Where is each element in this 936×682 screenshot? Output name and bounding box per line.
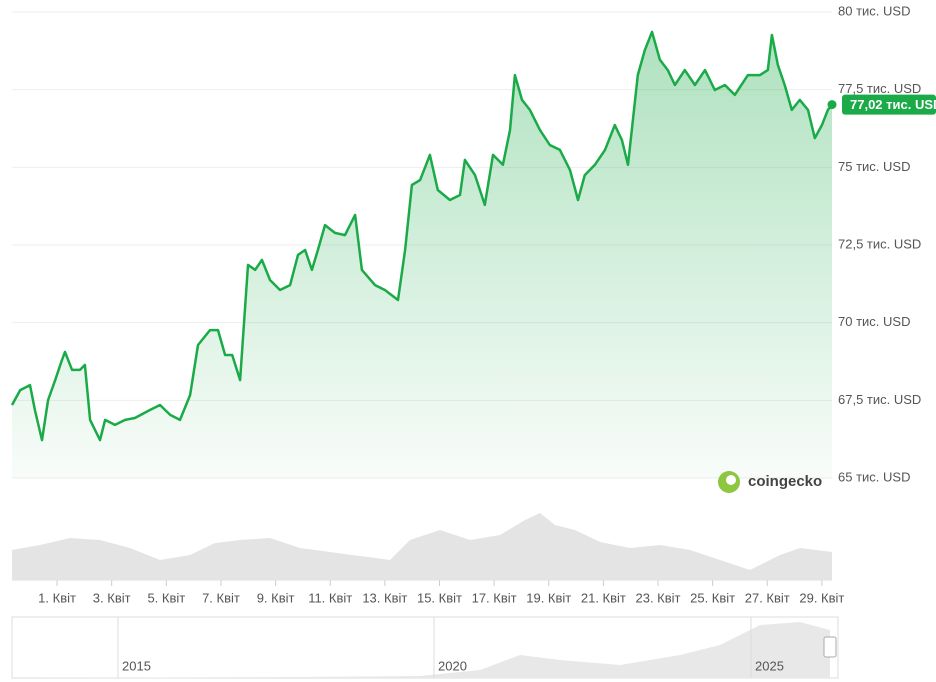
x-tick-label: 17. Квіт bbox=[472, 590, 517, 605]
y-tick-label: 75 тис. USD bbox=[838, 159, 910, 174]
x-tick-label: 29. Квіт bbox=[799, 590, 844, 605]
y-tick-label: 72,5 тис. USD bbox=[838, 236, 921, 251]
navigator-label: 2025 bbox=[755, 658, 784, 673]
x-tick-label: 19. Квіт bbox=[526, 590, 571, 605]
navigator-handle[interactable] bbox=[823, 636, 837, 658]
x-tick-label: 1. Квіт bbox=[38, 590, 76, 605]
area-fill bbox=[12, 31, 832, 479]
navigator-label: 2020 bbox=[438, 658, 467, 673]
y-tick-label: 67,5 тис. USD bbox=[838, 392, 921, 407]
logo-eye bbox=[726, 475, 736, 485]
x-tick-label: 25. Квіт bbox=[690, 590, 735, 605]
x-tick-label: 21. Квіт bbox=[581, 590, 626, 605]
x-tick-label: 11. Квіт bbox=[308, 590, 352, 605]
y-tick-label: 65 тис. USD bbox=[838, 469, 910, 484]
x-tick-label: 27. Квіт bbox=[745, 590, 790, 605]
x-tick-label: 13. Квіт bbox=[362, 590, 407, 605]
y-tick-label: 77,5 тис. USD bbox=[838, 81, 921, 96]
x-tick-label: 9. Квіт bbox=[257, 590, 295, 605]
price-tag bbox=[842, 94, 936, 115]
price-line bbox=[10, 30, 833, 442]
navigator-area bbox=[12, 622, 830, 678]
price-tag-label: 77,02 тис. USD bbox=[850, 97, 936, 112]
volume-area bbox=[12, 513, 832, 580]
x-tick-label: 23. Квіт bbox=[635, 590, 680, 605]
y-tick-label: 80 тис. USD bbox=[838, 3, 910, 18]
x-tick-label: 15. Квіт bbox=[417, 590, 462, 605]
x-tick-label: 7. Квіт bbox=[202, 590, 240, 605]
navigator-label: 2015 bbox=[122, 658, 151, 673]
x-tick-label: 5. Квіт bbox=[147, 590, 185, 605]
watermark: coingecko bbox=[748, 473, 822, 490]
last-point bbox=[827, 100, 837, 110]
x-tick-label: 3. Квіт bbox=[93, 590, 131, 605]
y-tick-label: 70 тис. USD bbox=[838, 314, 910, 329]
